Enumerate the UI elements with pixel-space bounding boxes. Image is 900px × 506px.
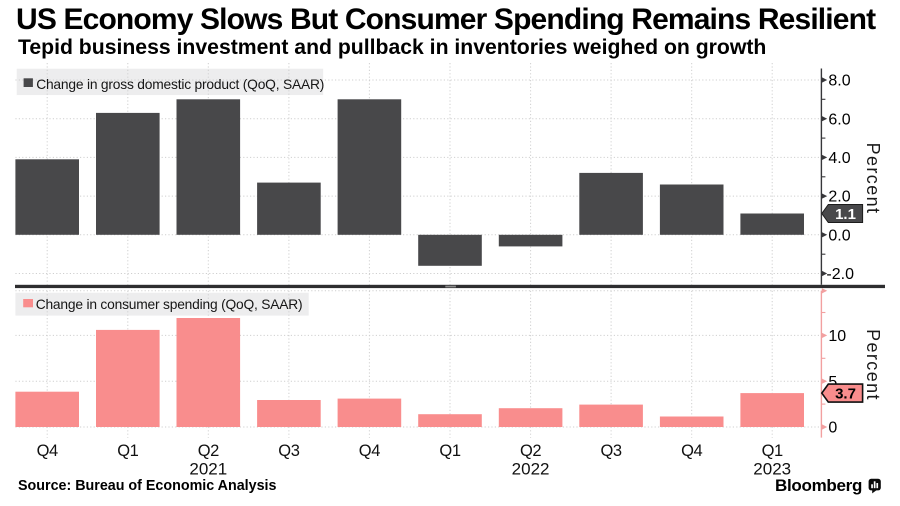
svg-text:2.0: 2.0 <box>828 189 850 206</box>
svg-text:Change in gross domestic produ: Change in gross domestic product (QoQ, S… <box>36 77 324 92</box>
svg-text:Q2: Q2 <box>520 442 541 460</box>
svg-text:Q3: Q3 <box>278 442 299 460</box>
svg-text:1.1: 1.1 <box>835 206 856 223</box>
svg-text:0.0: 0.0 <box>828 227 850 244</box>
svg-text:5: 5 <box>828 374 837 391</box>
svg-text:Q1: Q1 <box>117 442 138 460</box>
svg-text:0: 0 <box>828 420 837 437</box>
svg-text:Q2: Q2 <box>198 442 219 460</box>
svg-text:Percent: Percent <box>863 329 883 401</box>
svg-text:3.7: 3.7 <box>835 385 856 402</box>
svg-text:Q4: Q4 <box>37 442 58 460</box>
svg-text:2023: 2023 <box>753 460 791 479</box>
svg-text:Percent: Percent <box>863 143 883 215</box>
svg-text:Q1: Q1 <box>762 442 783 460</box>
svg-text:10: 10 <box>828 328 846 345</box>
svg-text:6.0: 6.0 <box>828 111 850 128</box>
svg-text:2022: 2022 <box>512 460 550 479</box>
svg-text:Q1: Q1 <box>439 442 460 460</box>
svg-text:Q3: Q3 <box>600 442 621 460</box>
svg-text:4.0: 4.0 <box>828 150 850 167</box>
svg-text:8.0: 8.0 <box>828 73 850 90</box>
svg-text:Q4: Q4 <box>359 442 380 460</box>
svg-text:-2.0: -2.0 <box>826 266 854 283</box>
svg-text:Q4: Q4 <box>681 442 702 460</box>
svg-text:2021: 2021 <box>189 460 227 479</box>
svg-text:Change in consumer spending (Q: Change in consumer spending (QoQ, SAAR) <box>36 297 303 312</box>
